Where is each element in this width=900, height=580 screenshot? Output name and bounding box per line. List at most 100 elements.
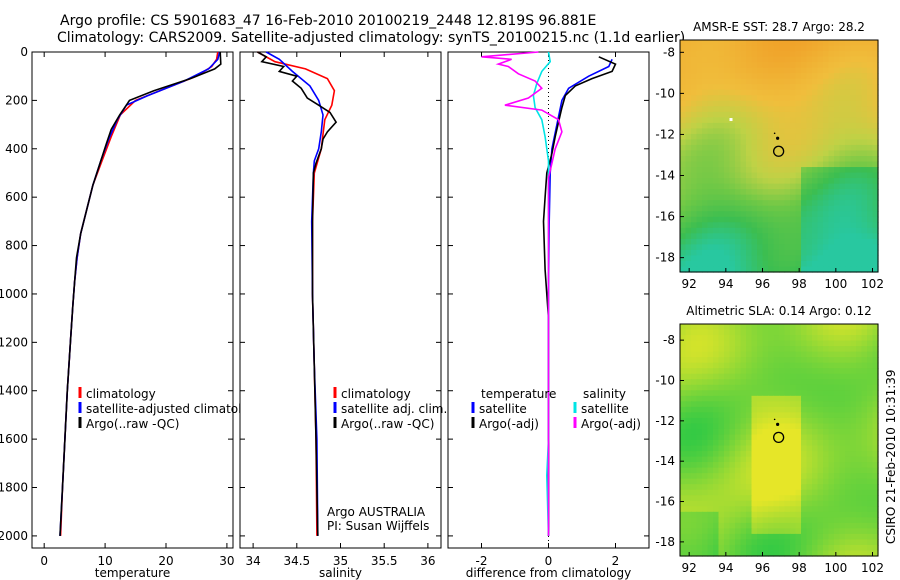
map-cell xyxy=(740,335,747,342)
map-cell xyxy=(806,406,813,413)
map-cell xyxy=(806,56,813,63)
map-cell xyxy=(806,144,813,152)
map-cell xyxy=(784,62,791,69)
map-cell xyxy=(867,550,874,557)
map-cell xyxy=(823,227,830,234)
map-cell xyxy=(834,161,841,168)
map-cell xyxy=(845,495,852,502)
map-cell xyxy=(812,205,819,212)
map-cell xyxy=(872,111,879,118)
map-cell xyxy=(861,106,868,113)
map-cell xyxy=(834,111,841,118)
map-cell xyxy=(680,351,687,358)
map-cell xyxy=(872,144,879,152)
map-cell xyxy=(817,362,824,369)
map-cell xyxy=(768,249,775,257)
map-cell xyxy=(812,351,819,358)
map-cell xyxy=(680,473,687,480)
map-cell xyxy=(839,528,846,535)
map-cell xyxy=(872,401,879,408)
map-cell xyxy=(713,89,720,96)
map-cell xyxy=(850,227,857,234)
map-cell xyxy=(718,150,725,157)
map-cell xyxy=(872,478,879,485)
map-cell xyxy=(790,395,797,402)
map-cell xyxy=(867,167,874,174)
map-cell xyxy=(845,533,852,541)
map-cell xyxy=(839,484,846,491)
map-cell xyxy=(702,346,709,353)
map-cell xyxy=(740,357,747,364)
map-cell xyxy=(828,456,835,463)
map-cell xyxy=(768,346,775,353)
map-cell xyxy=(872,544,879,552)
map-cell xyxy=(834,89,841,96)
map-cell xyxy=(746,227,753,234)
x-tick-label: 34.5 xyxy=(283,554,310,568)
map-cell xyxy=(801,395,808,402)
map-cell xyxy=(795,100,802,107)
map-cell xyxy=(724,211,731,218)
map-cell xyxy=(735,335,742,342)
map-cell xyxy=(861,368,868,375)
map-cell xyxy=(790,528,797,535)
map-cell xyxy=(707,84,714,91)
map-cell xyxy=(812,178,819,185)
map-cell xyxy=(696,62,703,69)
map-cell xyxy=(757,111,764,118)
map-cell xyxy=(729,156,736,163)
map-cell xyxy=(856,200,863,207)
map-cell xyxy=(724,484,731,491)
map-cell xyxy=(691,172,698,179)
map-cell xyxy=(834,194,841,201)
map-cell xyxy=(773,456,780,463)
map-cell xyxy=(740,40,747,47)
map-cell xyxy=(724,473,731,480)
map-cell xyxy=(801,335,808,342)
map-cell xyxy=(729,227,736,234)
map-cell xyxy=(691,351,698,358)
map-cell xyxy=(779,456,786,463)
map-cell xyxy=(757,445,764,452)
map-cell xyxy=(729,412,736,419)
map-cell xyxy=(845,539,852,546)
map-cell xyxy=(823,423,830,430)
map-cell xyxy=(724,335,731,342)
map-cell xyxy=(762,40,769,47)
map-cell xyxy=(779,189,786,196)
map-cell xyxy=(795,139,802,146)
map-cell xyxy=(707,183,714,190)
map-cell xyxy=(839,133,846,141)
map-cell xyxy=(834,183,841,190)
header-line-2: Climatology: CARS2009. Satellite-adjuste… xyxy=(57,30,686,46)
map-cell xyxy=(817,40,824,47)
map-cell xyxy=(779,467,786,474)
map-cell xyxy=(735,423,742,430)
map-cell xyxy=(713,73,720,80)
map-cell xyxy=(773,412,780,419)
map-cell xyxy=(729,111,736,118)
map-cell xyxy=(696,67,703,74)
map-cell xyxy=(751,45,758,52)
map-cell xyxy=(757,216,764,223)
map-cell xyxy=(872,233,879,240)
map-cell xyxy=(707,45,714,52)
map-cell xyxy=(779,200,786,207)
map-cell xyxy=(729,434,736,441)
map-cell xyxy=(773,95,780,102)
map-cell xyxy=(861,451,868,458)
map-cell xyxy=(746,417,753,425)
map-cell xyxy=(850,445,857,452)
map-cell xyxy=(751,451,758,458)
map-cell xyxy=(762,216,769,223)
map-cell xyxy=(680,106,687,113)
map-cell xyxy=(839,56,846,63)
map-cell xyxy=(856,255,863,262)
map-cell xyxy=(861,84,868,91)
map-cell xyxy=(861,111,868,118)
map-cell xyxy=(856,161,863,168)
map-cell xyxy=(817,172,824,179)
map-cell xyxy=(817,56,824,63)
map-cell xyxy=(850,216,857,223)
map-cell xyxy=(707,500,714,507)
